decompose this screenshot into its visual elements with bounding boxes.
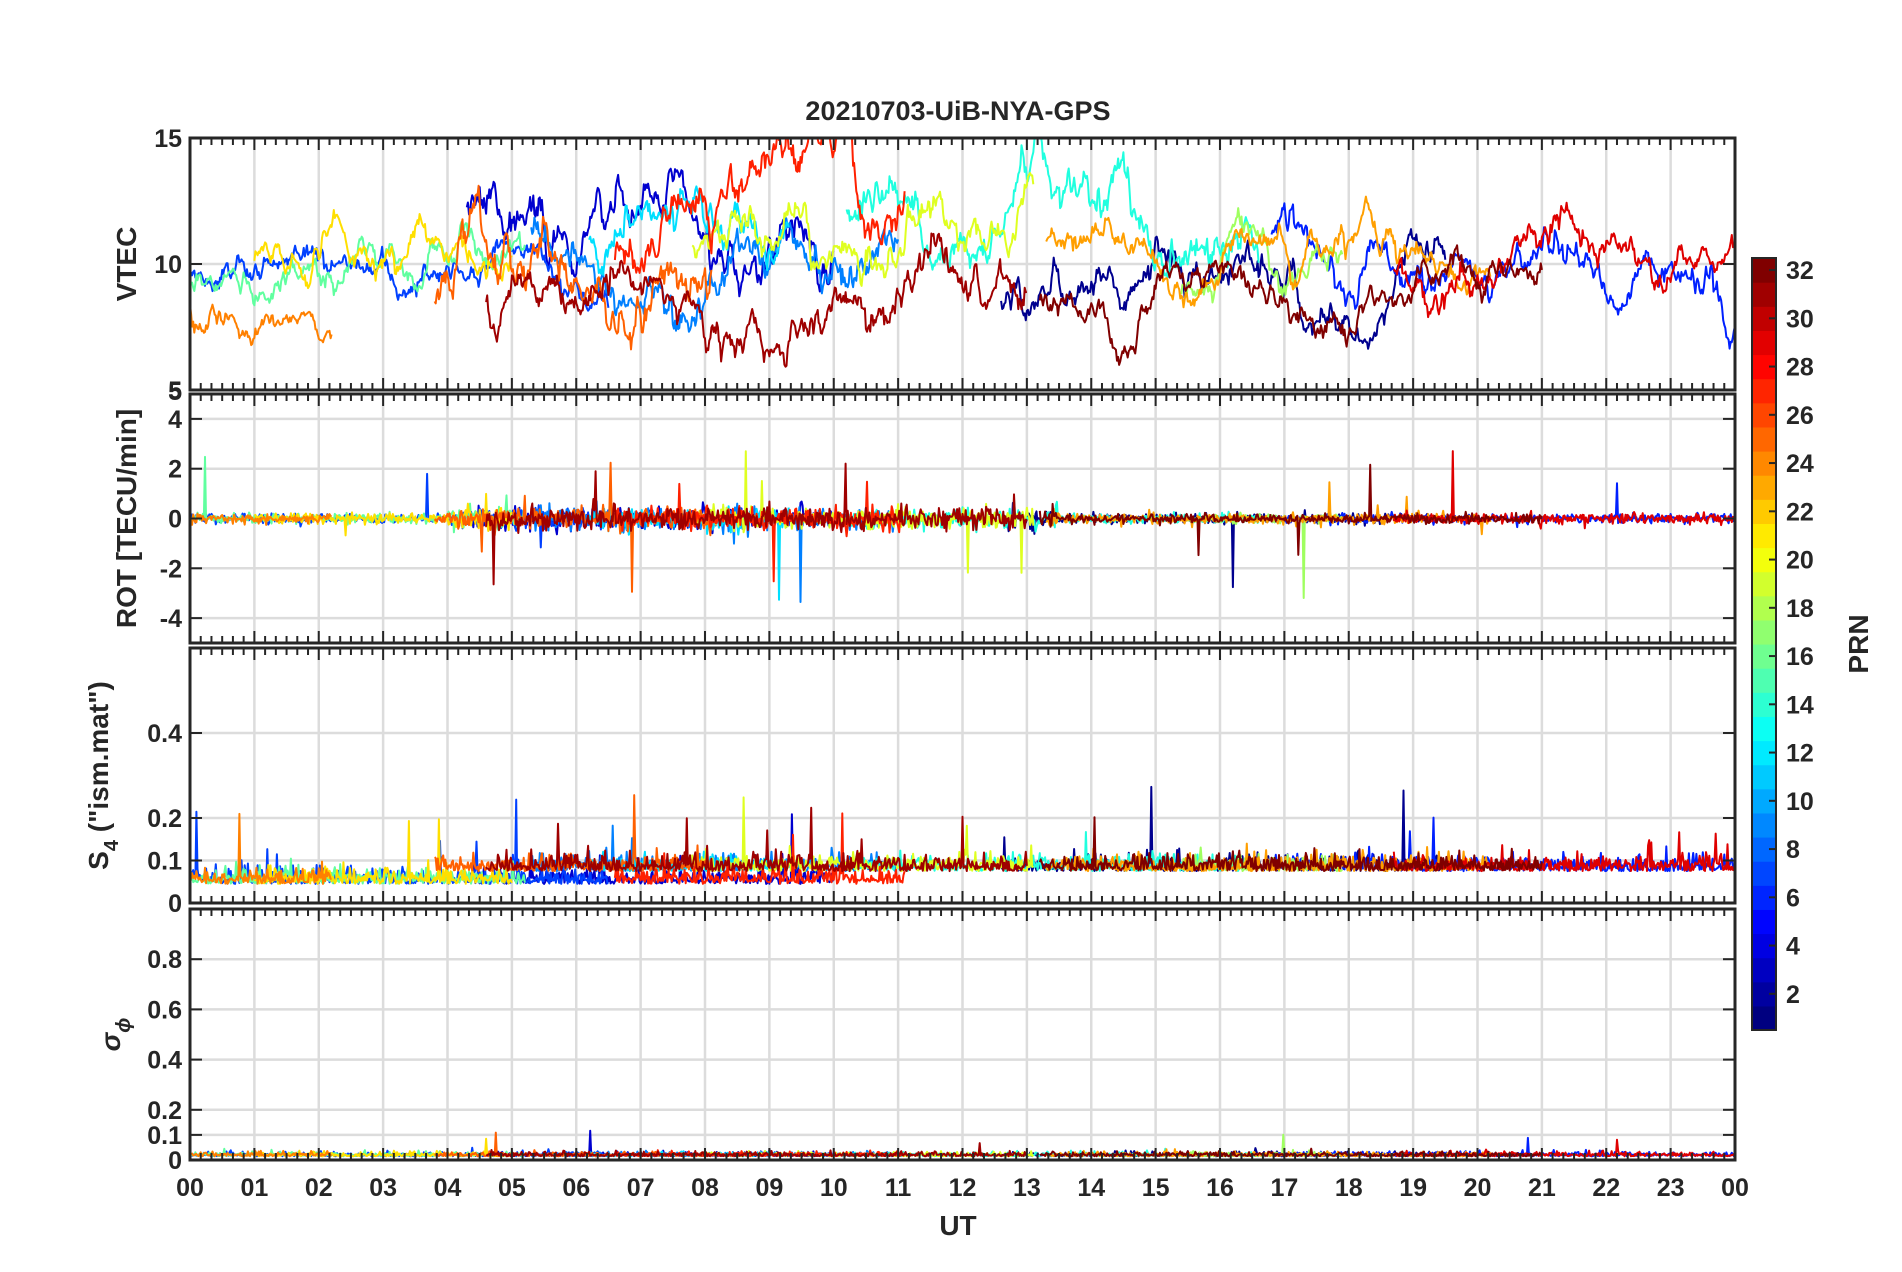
x-tick-label: 17 [1270,1174,1298,1202]
x-tick-label: 15 [1142,1174,1170,1202]
y-axis-label-rest: ("ism.mat") [83,681,114,840]
y-tick-label: 0 [168,890,182,918]
colorbar-tick-label: 12 [1786,740,1814,768]
y-tick-label: 4 [168,406,182,434]
colorbar-tick-label: 22 [1786,498,1814,526]
y-tick-label: 0.8 [147,946,182,974]
x-tick-label: 06 [562,1174,590,1202]
x-tick-label: 18 [1335,1174,1363,1202]
colorbar-swatch [1752,668,1776,693]
colorbar-swatch [1752,379,1776,404]
colorbar-swatch [1752,282,1776,307]
x-tick-label: 09 [755,1174,783,1202]
colorbar-tick-label: 26 [1786,402,1814,430]
colorbar-swatch [1752,330,1776,355]
chart-title: 20210703-UiB-NYA-GPS [805,96,1110,126]
y-tick-label: 0 [168,1147,182,1175]
y-axis-label-main: σ [95,1031,126,1051]
colorbar-swatch [1752,523,1776,548]
colorbar-tick-label: 24 [1786,450,1814,478]
x-tick-label: 01 [240,1174,268,1202]
colorbar-tick-label: 32 [1786,257,1814,285]
colorbar-swatch [1752,765,1776,790]
y-tick-label: 0.2 [147,805,182,833]
colorbar-swatch [1752,716,1776,741]
colorbar-swatch [1752,475,1776,500]
y-tick-label: 0.2 [147,1097,182,1125]
y-tick-label: 0.1 [147,1122,182,1150]
y-axis-label-subscript: ϕ [113,1018,135,1033]
y-tick-label: 0 [168,506,182,534]
x-tick-label: 11 [885,1174,912,1202]
y-tick-label: 5 [168,378,182,406]
x-tick-label: 14 [1077,1174,1105,1202]
y-axis-label-rot: ROT [TECU/min] [111,409,142,628]
x-tick-label: 04 [434,1174,462,1202]
colorbar-tick-label: 4 [1786,933,1800,961]
x-tick-label: 13 [1013,1174,1041,1202]
y-tick-label: -2 [160,555,182,583]
colorbar-tick-label: 20 [1786,547,1814,575]
x-axis-label: UT [939,1210,976,1241]
colorbar-swatch [1752,958,1776,983]
x-tick-label: 23 [1657,1174,1685,1202]
x-tick-label: 02 [305,1174,333,1202]
colorbar-tick-label: 8 [1786,836,1800,864]
y-tick-label: 15 [154,125,182,153]
colorbar-tick-label: 30 [1786,305,1814,333]
y-tick-label: 0.1 [147,848,182,876]
colorbar-tick-label: 6 [1786,884,1800,912]
x-tick-label: 16 [1206,1174,1234,1202]
x-tick-label: 21 [1528,1174,1556,1202]
colorbar-swatch [1752,909,1776,934]
x-tick-label: 05 [498,1174,526,1202]
colorbar-tick-label: 18 [1786,595,1814,623]
colorbar-tick-label: 2 [1786,981,1800,1009]
y-tick-label: 10 [154,251,182,279]
colorbar-swatch [1752,572,1776,597]
y-tick-label: 0.4 [147,720,182,748]
y-axis-label-vtec: VTEC [111,227,142,302]
y-tick-label: -4 [160,605,182,633]
colorbar-swatch [1752,620,1776,645]
colorbar-label: PRN [1843,614,1874,673]
y-tick-label: 2 [168,456,182,484]
x-tick-label: 22 [1592,1174,1620,1202]
x-tick-label: 03 [369,1174,397,1202]
x-tick-label: 10 [820,1174,848,1202]
x-tick-label: 07 [627,1174,655,1202]
x-tick-label: 19 [1399,1174,1427,1202]
colorbar-tick-label: 16 [1786,643,1814,671]
colorbar-swatch [1752,861,1776,886]
colorbar-tick-label: 28 [1786,354,1814,382]
colorbar-swatch [1752,1006,1776,1031]
colorbar-swatch [1752,427,1776,452]
y-tick-label: 0.6 [147,996,182,1024]
x-tick-label: 00 [176,1174,204,1202]
x-tick-label: 20 [1464,1174,1492,1202]
x-tick-label: 12 [949,1174,977,1202]
x-tick-label: 00 [1721,1174,1749,1202]
colorbar-tick-label: 10 [1786,788,1814,816]
colorbar-swatch [1752,813,1776,838]
y-tick-label: 0.4 [147,1047,182,1075]
colorbar-tick-label: 14 [1786,691,1814,719]
x-tick-label: 08 [691,1174,719,1202]
y-axis-label-main: S [83,851,114,870]
